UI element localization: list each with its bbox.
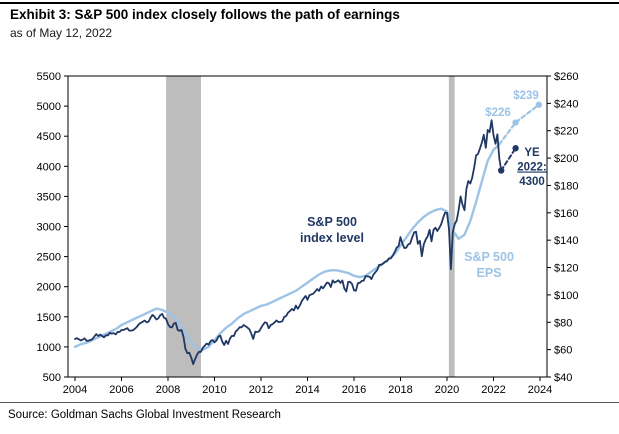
left-axis-label: 5500 xyxy=(37,71,61,83)
sp500-index-forecast-line xyxy=(500,147,517,172)
x-axis-label: 2008 xyxy=(156,384,180,396)
left-axis-label: 1000 xyxy=(37,342,61,354)
x-axis-label: 2016 xyxy=(342,384,366,396)
x-axis-label: 2004 xyxy=(63,384,87,396)
index-line-label: S&P 500 xyxy=(307,215,357,229)
right-axis-label: $120 xyxy=(554,263,578,275)
eps-line-label: S&P 500 xyxy=(464,250,514,264)
sp500-eps-line xyxy=(73,143,501,351)
x-axis-label: 2006 xyxy=(109,384,133,396)
source-note: Source: Goldman Sachs Global Investment … xyxy=(8,409,281,421)
right-axis-label: $40 xyxy=(554,372,572,384)
left-axis-label: 3000 xyxy=(37,222,61,234)
right-axis-label: $240 xyxy=(554,98,578,110)
right-axis-label: $260 xyxy=(554,71,578,83)
footer-divider xyxy=(0,402,619,403)
left-axis-label: 2000 xyxy=(37,282,61,294)
right-axis-label: $80 xyxy=(554,317,572,329)
x-axis-label: 2020 xyxy=(435,384,459,396)
top-divider xyxy=(0,2,619,4)
sp500-eps-forecast-marker xyxy=(512,119,519,126)
index-ye2022-value: YE xyxy=(524,147,540,159)
index-ye2022-value: 2022: xyxy=(517,162,546,174)
x-axis-label: 2024 xyxy=(528,384,552,396)
right-axis-label: $140 xyxy=(554,235,578,247)
left-axis-label: 500 xyxy=(43,372,61,384)
sp500-index-forecast-marker xyxy=(512,145,519,152)
eps-ye2022-value: $226 xyxy=(485,107,511,119)
x-axis-label: 2022 xyxy=(481,384,505,396)
sp500-eps-forecast-marker xyxy=(535,101,543,108)
index-line-label: index level xyxy=(300,231,364,245)
right-axis-label: $100 xyxy=(554,290,578,302)
x-axis-label: 2018 xyxy=(388,384,412,396)
exhibit-title: Exhibit 3: S&P 500 index closely follows… xyxy=(10,7,400,22)
left-axis-label: 5000 xyxy=(37,101,61,113)
left-axis-label: 4000 xyxy=(37,161,61,173)
eps-ye2023-value: $239 xyxy=(513,90,539,102)
index-ye2022-value: 4300 xyxy=(519,176,545,188)
right-axis-label: $200 xyxy=(554,153,578,165)
right-axis-label: $180 xyxy=(554,180,578,192)
right-axis-label: $60 xyxy=(554,345,572,357)
left-axis-label: 1500 xyxy=(37,312,61,324)
left-axis-label: 3500 xyxy=(37,191,61,203)
exhibit-subtitle: as of May 12, 2022 xyxy=(10,26,113,40)
sp500-index-forecast-marker xyxy=(497,167,505,174)
left-axis-label: 2500 xyxy=(37,252,61,264)
right-axis-label: $160 xyxy=(554,208,578,220)
left-axis-label: 4500 xyxy=(37,131,61,143)
eps-line-label: EPS xyxy=(476,266,501,280)
sp500-index-line xyxy=(74,119,503,365)
x-axis-label: 2012 xyxy=(249,384,273,396)
x-axis-label: 2010 xyxy=(202,384,226,396)
right-axis-label: $220 xyxy=(554,126,578,138)
x-axis-label: 2014 xyxy=(295,384,319,396)
